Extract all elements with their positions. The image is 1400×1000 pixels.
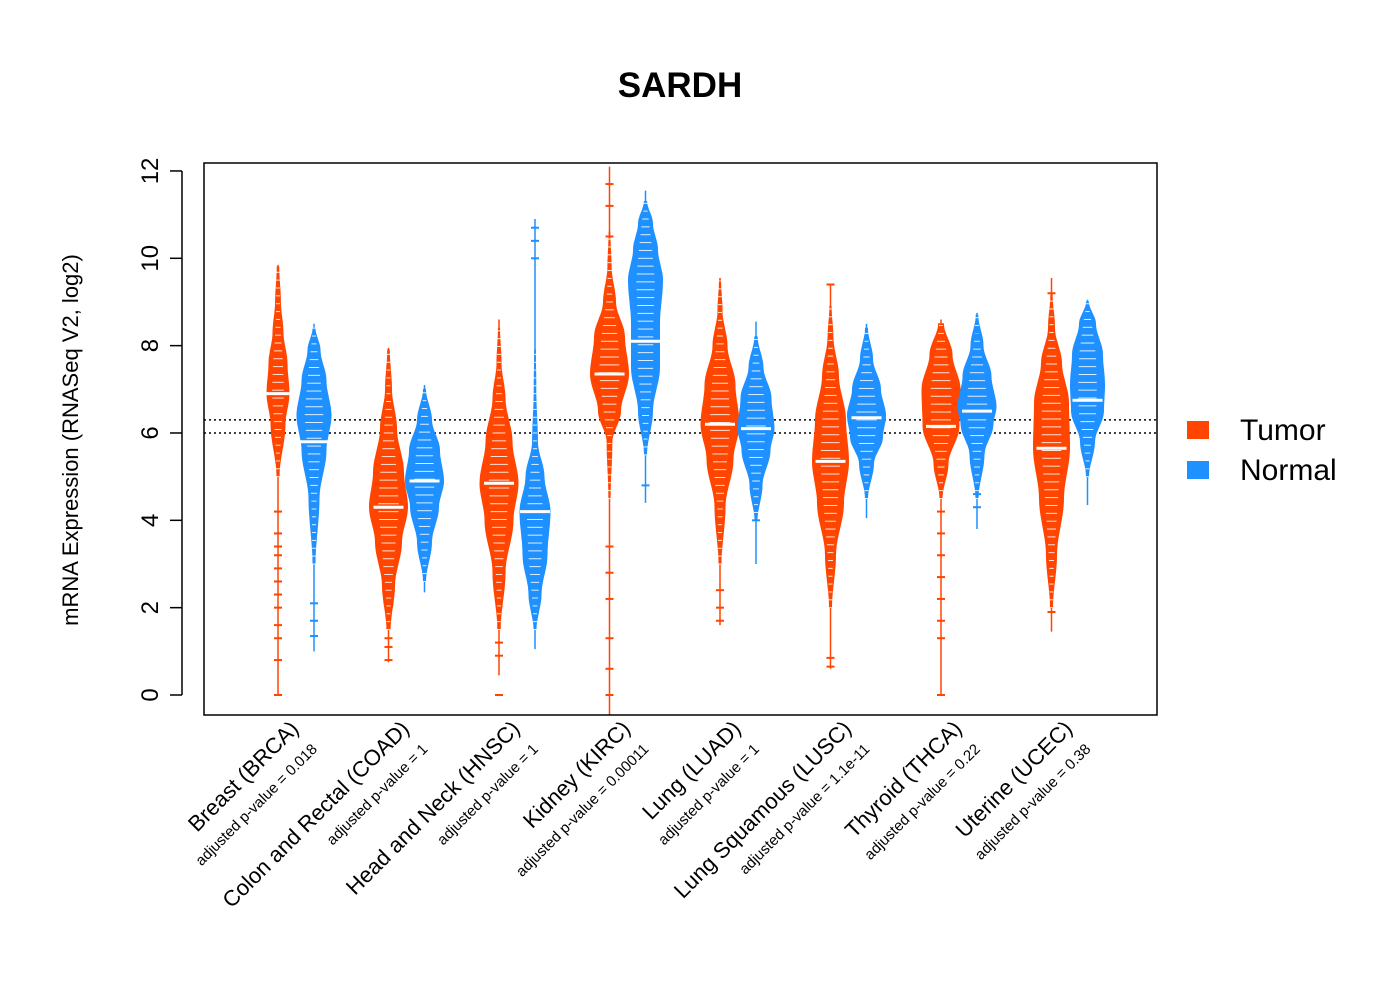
tumor-violin	[479, 327, 519, 630]
tumor-group	[479, 319, 519, 696]
y-tick-label: 10	[137, 245, 164, 272]
normal-group	[737, 321, 775, 564]
legend-label-tumor: Tumor	[1240, 414, 1326, 447]
legend-swatch-tumor	[1187, 421, 1209, 439]
y-axis-label: mRNA Expression (RNASeq V2, log2)	[58, 254, 83, 626]
normal-group	[296, 323, 332, 652]
tumor-group	[263, 264, 293, 696]
normal-violin	[519, 349, 551, 630]
tumor-violin	[811, 305, 850, 609]
tumor-group	[700, 277, 740, 626]
tumor-group	[921, 319, 961, 696]
legend-label-normal: Normal	[1240, 454, 1337, 487]
normal-violin	[957, 314, 997, 499]
y-tick-label: 0	[137, 688, 164, 701]
normal-group	[957, 312, 997, 530]
x-axis: Breast (BRCA)adjusted p-value = 0.018Col…	[183, 716, 1094, 913]
y-tick-label: 4	[137, 514, 164, 527]
legend: Tumor Normal	[1187, 414, 1337, 487]
tumor-group	[1033, 277, 1070, 632]
normal-group	[404, 384, 445, 593]
plot-area	[204, 166, 1157, 715]
normal-violin	[846, 327, 887, 499]
normal-group	[846, 323, 887, 519]
legend-swatch-normal	[1187, 461, 1209, 479]
y-tick-label: 8	[137, 339, 164, 352]
normal-group	[1070, 299, 1105, 506]
normal-violin	[1070, 301, 1105, 478]
normal-group	[627, 190, 664, 503]
plot-frame	[203, 162, 1158, 716]
tumor-violin	[368, 349, 409, 630]
normal-violin	[627, 201, 664, 456]
tumor-group	[589, 166, 630, 715]
y-tick-label: 12	[137, 158, 164, 185]
normal-group	[519, 218, 551, 650]
normal-violin	[404, 388, 445, 582]
y-tick-label: 6	[137, 426, 164, 439]
tumor-group	[368, 347, 409, 663]
tumor-violin	[921, 323, 961, 499]
chart-title: SARDH	[618, 66, 742, 105]
tumor-group	[811, 283, 850, 669]
y-tick-label: 2	[137, 601, 164, 614]
y-axis: 0 2 4 6 8 10 12	[137, 158, 183, 702]
